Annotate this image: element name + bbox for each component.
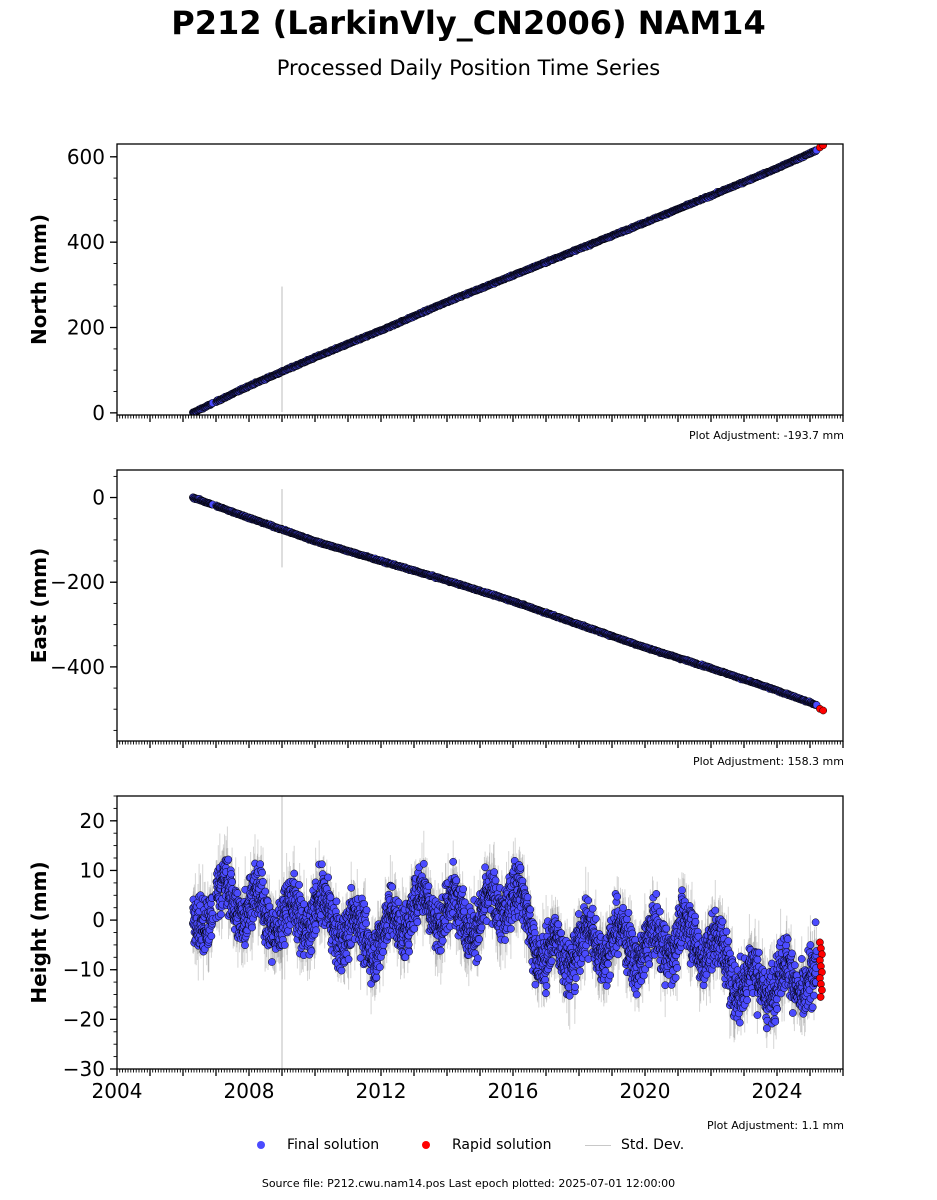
- y-axis-label: North (mm): [27, 214, 51, 345]
- rapid-points: [816, 144, 828, 152]
- y-tick-label: −400: [50, 655, 105, 679]
- final-points: [189, 493, 821, 709]
- chart-subtitle: Processed Daily Position Time Series: [276, 56, 661, 80]
- rapid-points: [816, 704, 828, 715]
- final-points: [189, 146, 821, 415]
- plot-area: [189, 144, 828, 415]
- plot-area: [189, 489, 828, 715]
- y-axis-label: East (mm): [27, 548, 51, 664]
- rapid-point: [819, 144, 828, 150]
- plot-area: [189, 796, 826, 1069]
- rapid-point: [819, 706, 828, 715]
- y-tick-label: 200: [67, 316, 105, 340]
- y-tick-label: −200: [50, 570, 105, 594]
- panel-2: 2004 2008 2012 2016 2020 202420100−10−20−30He…: [27, 795, 844, 1103]
- y-tick-label: 600: [67, 145, 105, 169]
- y-tick-label: 0: [92, 486, 105, 510]
- x-ticks: [116, 741, 844, 748]
- panel-0: 0 200 400 600 North (mm): [27, 143, 844, 425]
- y-tick-label: 0: [92, 401, 105, 425]
- chart-title: P212 (LarkinVly_CN2006) NAM14: [171, 4, 766, 42]
- x-ticks: [116, 415, 844, 422]
- y-tick-label: 400: [67, 230, 105, 254]
